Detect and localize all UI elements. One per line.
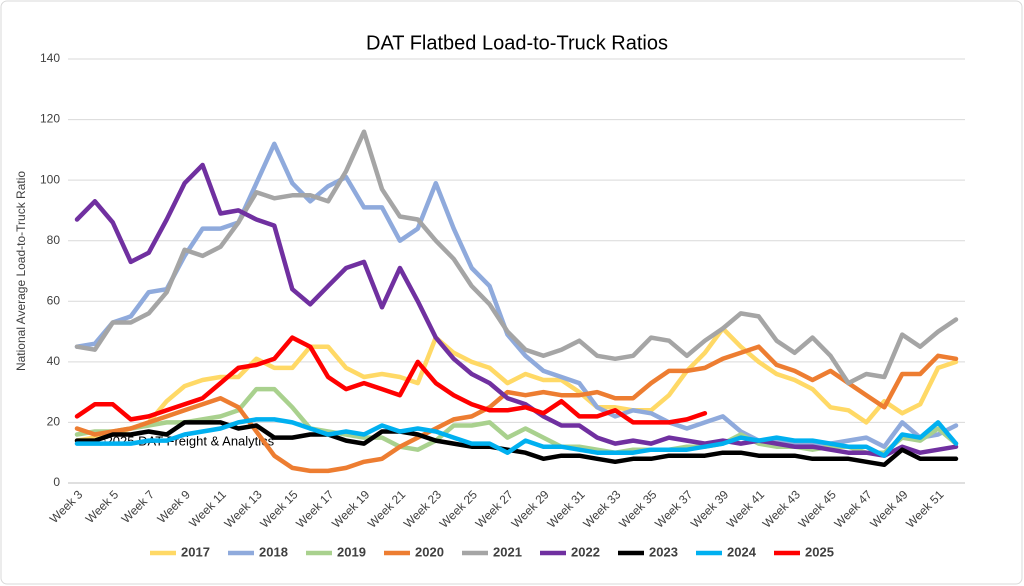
series-line — [74, 420, 959, 468]
legend-label: 2018 — [259, 544, 288, 559]
series-line — [74, 335, 708, 425]
annotation: ©2025 DAT Freight & Analytics — [96, 433, 275, 448]
series-line — [74, 344, 959, 474]
y-tick-label: 100 — [40, 172, 60, 186]
y-tick-label: 140 — [40, 51, 60, 65]
series-line — [74, 386, 959, 455]
legend-label: 2022 — [571, 544, 600, 559]
series-line — [74, 141, 959, 449]
y-axis-label: National Average Load-to-Truck Ratio — [14, 171, 28, 371]
y-tick-label: 0 — [53, 475, 60, 489]
chart-title: DAT Flatbed Load-to-Truck Ratios — [366, 32, 668, 54]
y-tick-label: 20 — [47, 415, 61, 429]
y-tick-label: 80 — [47, 233, 61, 247]
legend-label: 2024 — [727, 544, 757, 559]
legend-label: 2021 — [493, 544, 522, 559]
y-tick-label: 40 — [47, 354, 61, 368]
series-line — [74, 326, 959, 443]
series-line — [74, 417, 959, 458]
y-tick-label: 60 — [47, 293, 61, 307]
y-tick-label: 120 — [40, 112, 60, 126]
legend-label: 2020 — [415, 544, 444, 559]
legend-label: 2025 — [805, 544, 834, 559]
series-line — [74, 129, 959, 386]
legend-label: 2023 — [649, 544, 678, 559]
series-line — [74, 162, 959, 458]
legend-label: 2017 — [181, 544, 210, 559]
legend-label: 2019 — [337, 544, 366, 559]
